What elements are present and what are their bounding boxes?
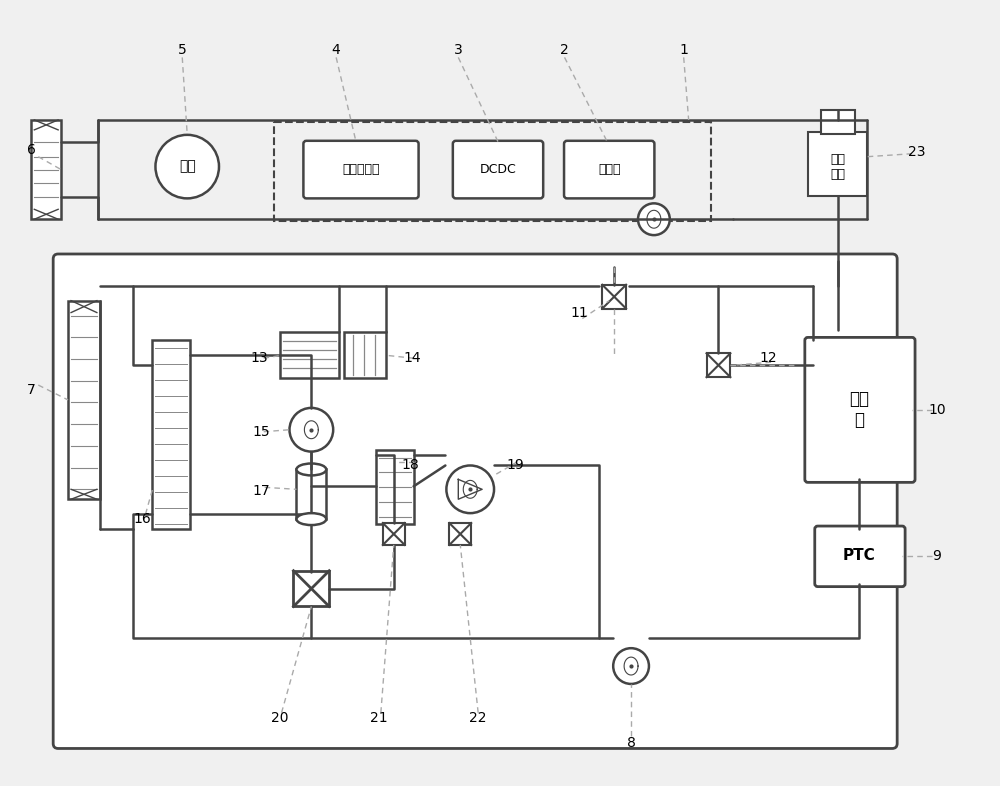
Text: 1: 1	[679, 43, 688, 57]
Text: 18: 18	[402, 458, 420, 472]
Text: 9: 9	[932, 549, 941, 563]
Text: 13: 13	[251, 351, 269, 365]
Text: 4: 4	[332, 43, 341, 57]
FancyBboxPatch shape	[815, 526, 905, 586]
Text: 21: 21	[370, 711, 388, 725]
Bar	[376, 450, 414, 524]
Text: 22: 22	[469, 711, 487, 725]
Text: 20: 20	[271, 711, 288, 725]
Bar	[449, 523, 471, 545]
Bar	[707, 353, 730, 377]
Text: 11: 11	[571, 306, 588, 320]
Bar	[344, 332, 386, 378]
Text: 5: 5	[178, 43, 187, 57]
Text: 7: 7	[27, 383, 36, 397]
Text: 8: 8	[627, 736, 636, 750]
Bar	[383, 523, 405, 545]
Bar	[68, 301, 100, 499]
FancyBboxPatch shape	[303, 141, 419, 198]
Bar	[280, 332, 339, 378]
Text: 15: 15	[253, 424, 271, 439]
Bar	[602, 285, 626, 309]
Text: 23: 23	[908, 145, 926, 159]
Circle shape	[289, 408, 333, 452]
Text: 2: 2	[560, 43, 569, 57]
FancyBboxPatch shape	[805, 337, 915, 483]
Text: 3: 3	[454, 43, 463, 57]
Ellipse shape	[296, 513, 326, 525]
Circle shape	[446, 465, 494, 513]
Bar	[293, 571, 329, 607]
Text: 12: 12	[759, 351, 777, 365]
Bar	[31, 120, 61, 219]
Text: 电机控制器: 电机控制器	[342, 163, 380, 176]
FancyBboxPatch shape	[564, 141, 654, 198]
Bar	[808, 132, 867, 196]
Text: 10: 10	[928, 403, 946, 417]
FancyBboxPatch shape	[53, 254, 897, 748]
Text: 6: 6	[27, 143, 36, 156]
Text: 16: 16	[134, 512, 151, 526]
Circle shape	[155, 135, 219, 198]
Circle shape	[638, 204, 670, 235]
Text: DCDC: DCDC	[480, 163, 516, 176]
Circle shape	[613, 648, 649, 684]
Text: 补偿
水罐: 补偿 水罐	[830, 152, 845, 181]
Text: 19: 19	[506, 458, 524, 472]
FancyBboxPatch shape	[453, 141, 543, 198]
Text: 充电机: 充电机	[598, 163, 620, 176]
Text: 电机: 电机	[179, 160, 196, 174]
Text: 14: 14	[404, 351, 421, 365]
Text: PTC: PTC	[843, 549, 876, 564]
Bar	[821, 110, 855, 134]
Bar	[296, 469, 326, 519]
Ellipse shape	[296, 464, 326, 476]
Text: 17: 17	[253, 484, 271, 498]
Text: 电池
包: 电池 包	[849, 391, 869, 429]
Bar	[152, 340, 190, 529]
